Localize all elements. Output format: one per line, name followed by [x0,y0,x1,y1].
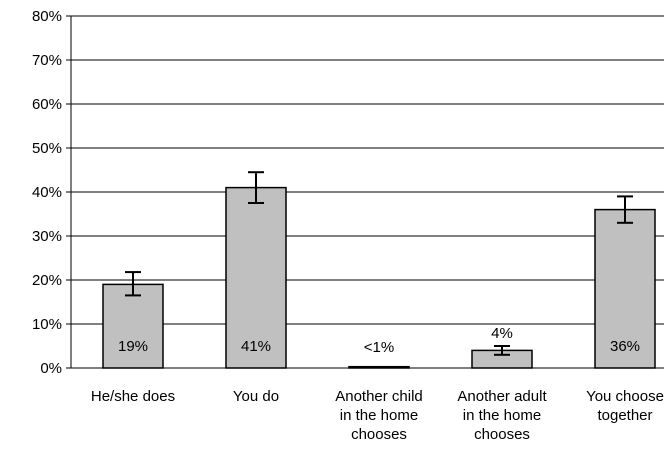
gridlines [71,15,664,369]
y-tick-label: 50% [32,140,62,157]
y-tick-label: 20% [32,272,62,289]
x-category-label: He/she does [91,388,175,405]
y-tick-label: 60% [32,96,62,113]
labels: 0% 10% 20% 30% 40% 50% 60% 70% 80% 19% He/she does… [32,8,664,443]
data-label: 36% [610,338,640,355]
y-tick-label: 70% [32,52,62,69]
axes [66,15,72,369]
y-tick-label: 40% [32,184,62,201]
x-category-label: You choose together [586,388,664,424]
y-tick-label: 0% [40,360,62,377]
bars [102,171,656,369]
x-category-label: Another adult in the home chooses [457,388,547,443]
bar [102,283,164,369]
y-tick-label: 30% [32,228,62,245]
y-tick-label: 80% [32,8,62,25]
bar [348,365,410,369]
x-category-label: You do [233,388,279,405]
data-label: 41% [241,338,271,355]
x-category-label: Another child in the home chooses [335,388,423,443]
bar [594,208,656,369]
data-label: 19% [118,338,148,355]
data-label: 4% [491,325,513,342]
data-label: <1% [364,339,394,356]
y-tick-label: 10% [32,316,62,333]
